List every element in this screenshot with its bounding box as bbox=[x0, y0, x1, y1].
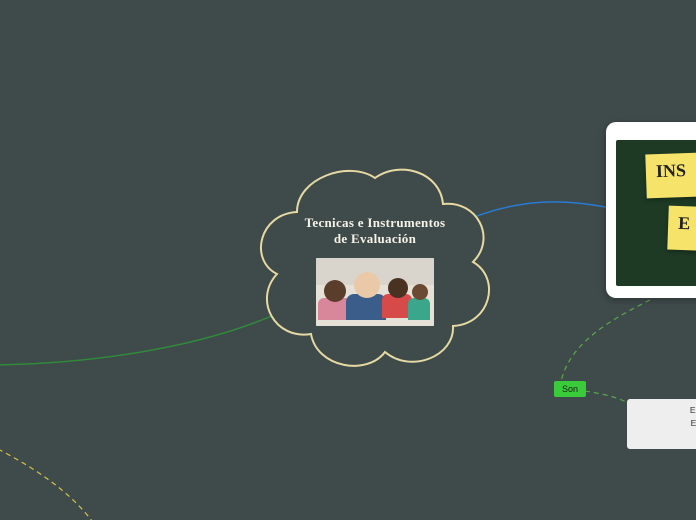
sticky-note-2-text: E bbox=[678, 213, 691, 233]
edge-green-dashed bbox=[560, 300, 650, 388]
edge-green-solid bbox=[0, 310, 285, 365]
tag-son[interactable]: Son bbox=[554, 381, 586, 397]
desc-line-3: obtendrá la inf bbox=[635, 430, 696, 443]
center-title-line1: Tecnicas e Instrumentos bbox=[305, 215, 446, 230]
desc-line-2: Es el medio a travé bbox=[635, 417, 696, 430]
node-description[interactable]: Es el con qué se va Es el medio a travé … bbox=[627, 399, 696, 449]
sticky-note-2: E bbox=[667, 206, 696, 255]
center-title: Tecnicas e Instrumentos de Evaluación bbox=[285, 215, 465, 248]
edge-yellow-dashed bbox=[0, 445, 95, 520]
sticky-note-1-text: INS bbox=[656, 160, 687, 181]
center-title-line2: de Evaluación bbox=[334, 231, 416, 246]
mindmap-canvas: Tecnicas e Instrumentos de Evaluación IN… bbox=[0, 0, 696, 520]
center-node[interactable]: Tecnicas e Instrumentos de Evaluación bbox=[255, 160, 495, 370]
center-image bbox=[316, 258, 434, 326]
node-instrumentos[interactable]: INS E bbox=[606, 122, 696, 298]
center-content: Tecnicas e Instrumentos de Evaluación bbox=[285, 215, 465, 326]
sticky-note-1: INS bbox=[645, 150, 696, 199]
desc-line-1: Es el con qué se va bbox=[635, 404, 696, 417]
tag-son-label: Son bbox=[562, 384, 578, 394]
